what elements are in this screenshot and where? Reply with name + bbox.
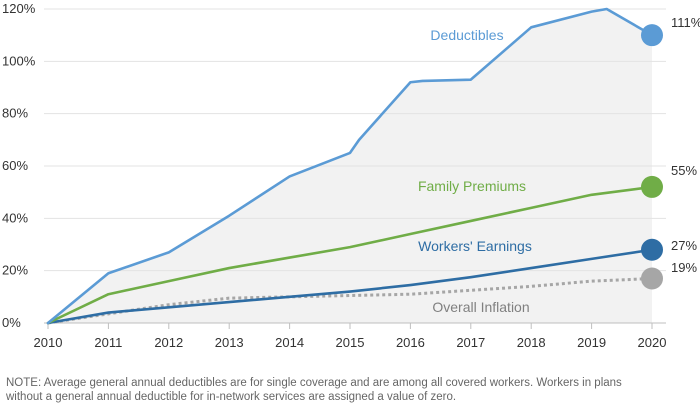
y-tick-label: 60% [2,158,28,173]
line-chart: 0% 20% 40% 60% 80% 100% 120% 2010 2011 2012 2013 20… [2,1,700,350]
x-tick-label: 2020 [638,335,667,350]
end-value-label-deductibles: 111% [671,15,700,30]
x-tick-label: 2010 [34,335,63,350]
y-tick-label: 120% [2,1,36,16]
x-tick-label: 2016 [396,335,425,350]
end-value-label-family-premiums: 55% [671,163,697,178]
series-line-deductibles [46,7,654,325]
y-tick-label: 20% [2,263,28,278]
y-tick-label: 80% [2,106,28,121]
end-marker-family-premiums [641,175,663,198]
end-marker-workers-earnings [641,238,663,261]
series-label-workers-earnings: Workers' Earnings [418,238,532,254]
x-tick-label: 2012 [154,335,183,350]
x-tick-label: 2017 [456,335,485,350]
series-line-overall-inflation [47,277,653,325]
x-tick-label: 2011 [94,335,122,350]
series-line-family-premiums [46,185,654,325]
y-tick-label: 100% [2,53,36,68]
x-tick-label: 2013 [215,335,244,350]
series-label-family-premiums: Family Premiums [418,178,526,194]
chart-footnote: NOTE: Average general annual deductibles… [6,377,622,403]
x-tick-label: 2019 [577,335,606,350]
series-line-workers-earnings [46,248,654,325]
series-label-overall-inflation: Overall Inflation [432,299,529,315]
x-tick-label: 2015 [336,335,365,350]
chart-svg: 0% 20% 40% 60% 80% 100% 120% 2010 2011 2012 2013 20… [2,1,700,350]
x-tick-label: 2018 [517,335,546,350]
end-value-label-workers-earnings: 27% [671,238,697,253]
y-tick-label: 40% [2,210,28,225]
y-tick-label: 0% [2,315,21,330]
end-marker-deductibles [641,24,663,47]
x-tick-label: 2014 [275,335,304,350]
end-value-label-overall-inflation: 19% [671,260,697,275]
series-label-deductibles: Deductibles [430,27,503,43]
end-marker-overall-inflation [641,267,663,290]
